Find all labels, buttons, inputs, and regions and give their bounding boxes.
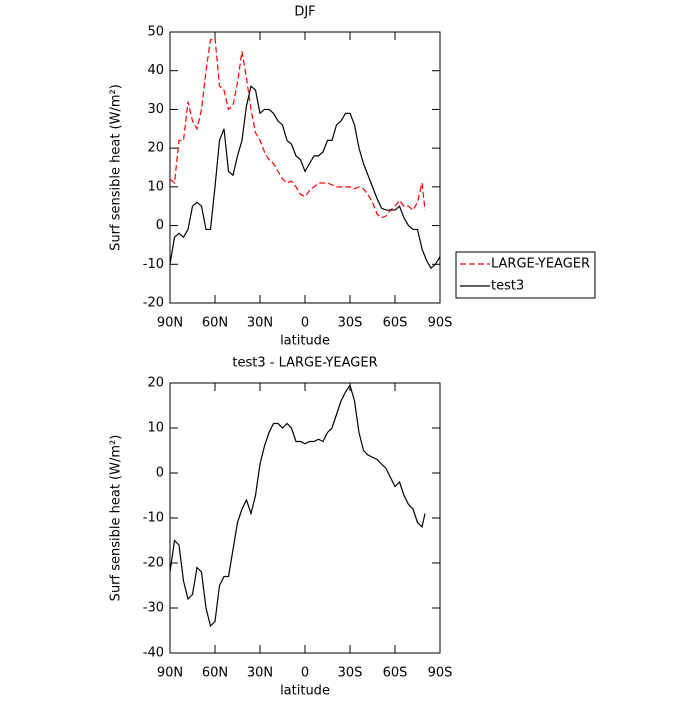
y-tick-label: -10: [143, 257, 164, 272]
x-axis-label: latitude: [280, 334, 330, 349]
x-tick-label: 60N: [202, 316, 228, 331]
x-tick-label: 90S: [428, 666, 453, 681]
y-tick-label: 0: [156, 466, 164, 481]
y-tick-label: 30: [147, 102, 164, 117]
x-tick-label: 60S: [383, 666, 408, 681]
y-tick-label: -40: [143, 646, 164, 661]
legend-label: test3: [491, 279, 524, 294]
legend-label: LARGE-YEAGER: [491, 257, 590, 272]
y-tick-label: 20: [147, 376, 164, 391]
x-tick-label: 90N: [157, 316, 183, 331]
chart-title: test3 - LARGE-YEAGER: [232, 356, 377, 371]
y-axis-label: Surf sensible heat (W/m²): [109, 435, 124, 602]
y-tick-label: 10: [147, 421, 164, 436]
y-tick-label: 10: [147, 179, 164, 194]
x-tick-label: 60N: [202, 666, 228, 681]
plot-frame: [169, 382, 441, 654]
x-tick-label: 30S: [338, 316, 363, 331]
chart-title: DJF: [294, 5, 315, 20]
y-tick-label: 20: [147, 141, 164, 156]
y-tick-label: 50: [147, 25, 164, 40]
plot-frame: [169, 31, 441, 304]
x-axis-label: latitude: [280, 684, 330, 699]
line-series: [169, 36, 426, 219]
y-axis-label: Surf sensible heat (W/m²): [109, 84, 124, 251]
x-tick-label: 60S: [383, 316, 408, 331]
y-tick-label: -30: [143, 601, 164, 616]
legend-box: [455, 251, 596, 299]
y-tick-label: -20: [143, 556, 164, 571]
x-tick-label: 0: [301, 316, 309, 331]
x-tick-label: 30N: [247, 316, 273, 331]
y-tick-label: -20: [143, 296, 164, 311]
line-series: [169, 85, 441, 270]
x-tick-label: 30N: [247, 666, 273, 681]
x-tick-label: 30S: [338, 666, 363, 681]
x-tick-label: 0: [301, 666, 309, 681]
y-tick-label: 40: [147, 63, 164, 78]
y-tick-label: 0: [156, 218, 164, 233]
x-tick-label: 90S: [428, 316, 453, 331]
y-tick-label: -10: [143, 511, 164, 526]
x-tick-label: 90N: [157, 666, 183, 681]
line-series: [169, 383, 426, 628]
